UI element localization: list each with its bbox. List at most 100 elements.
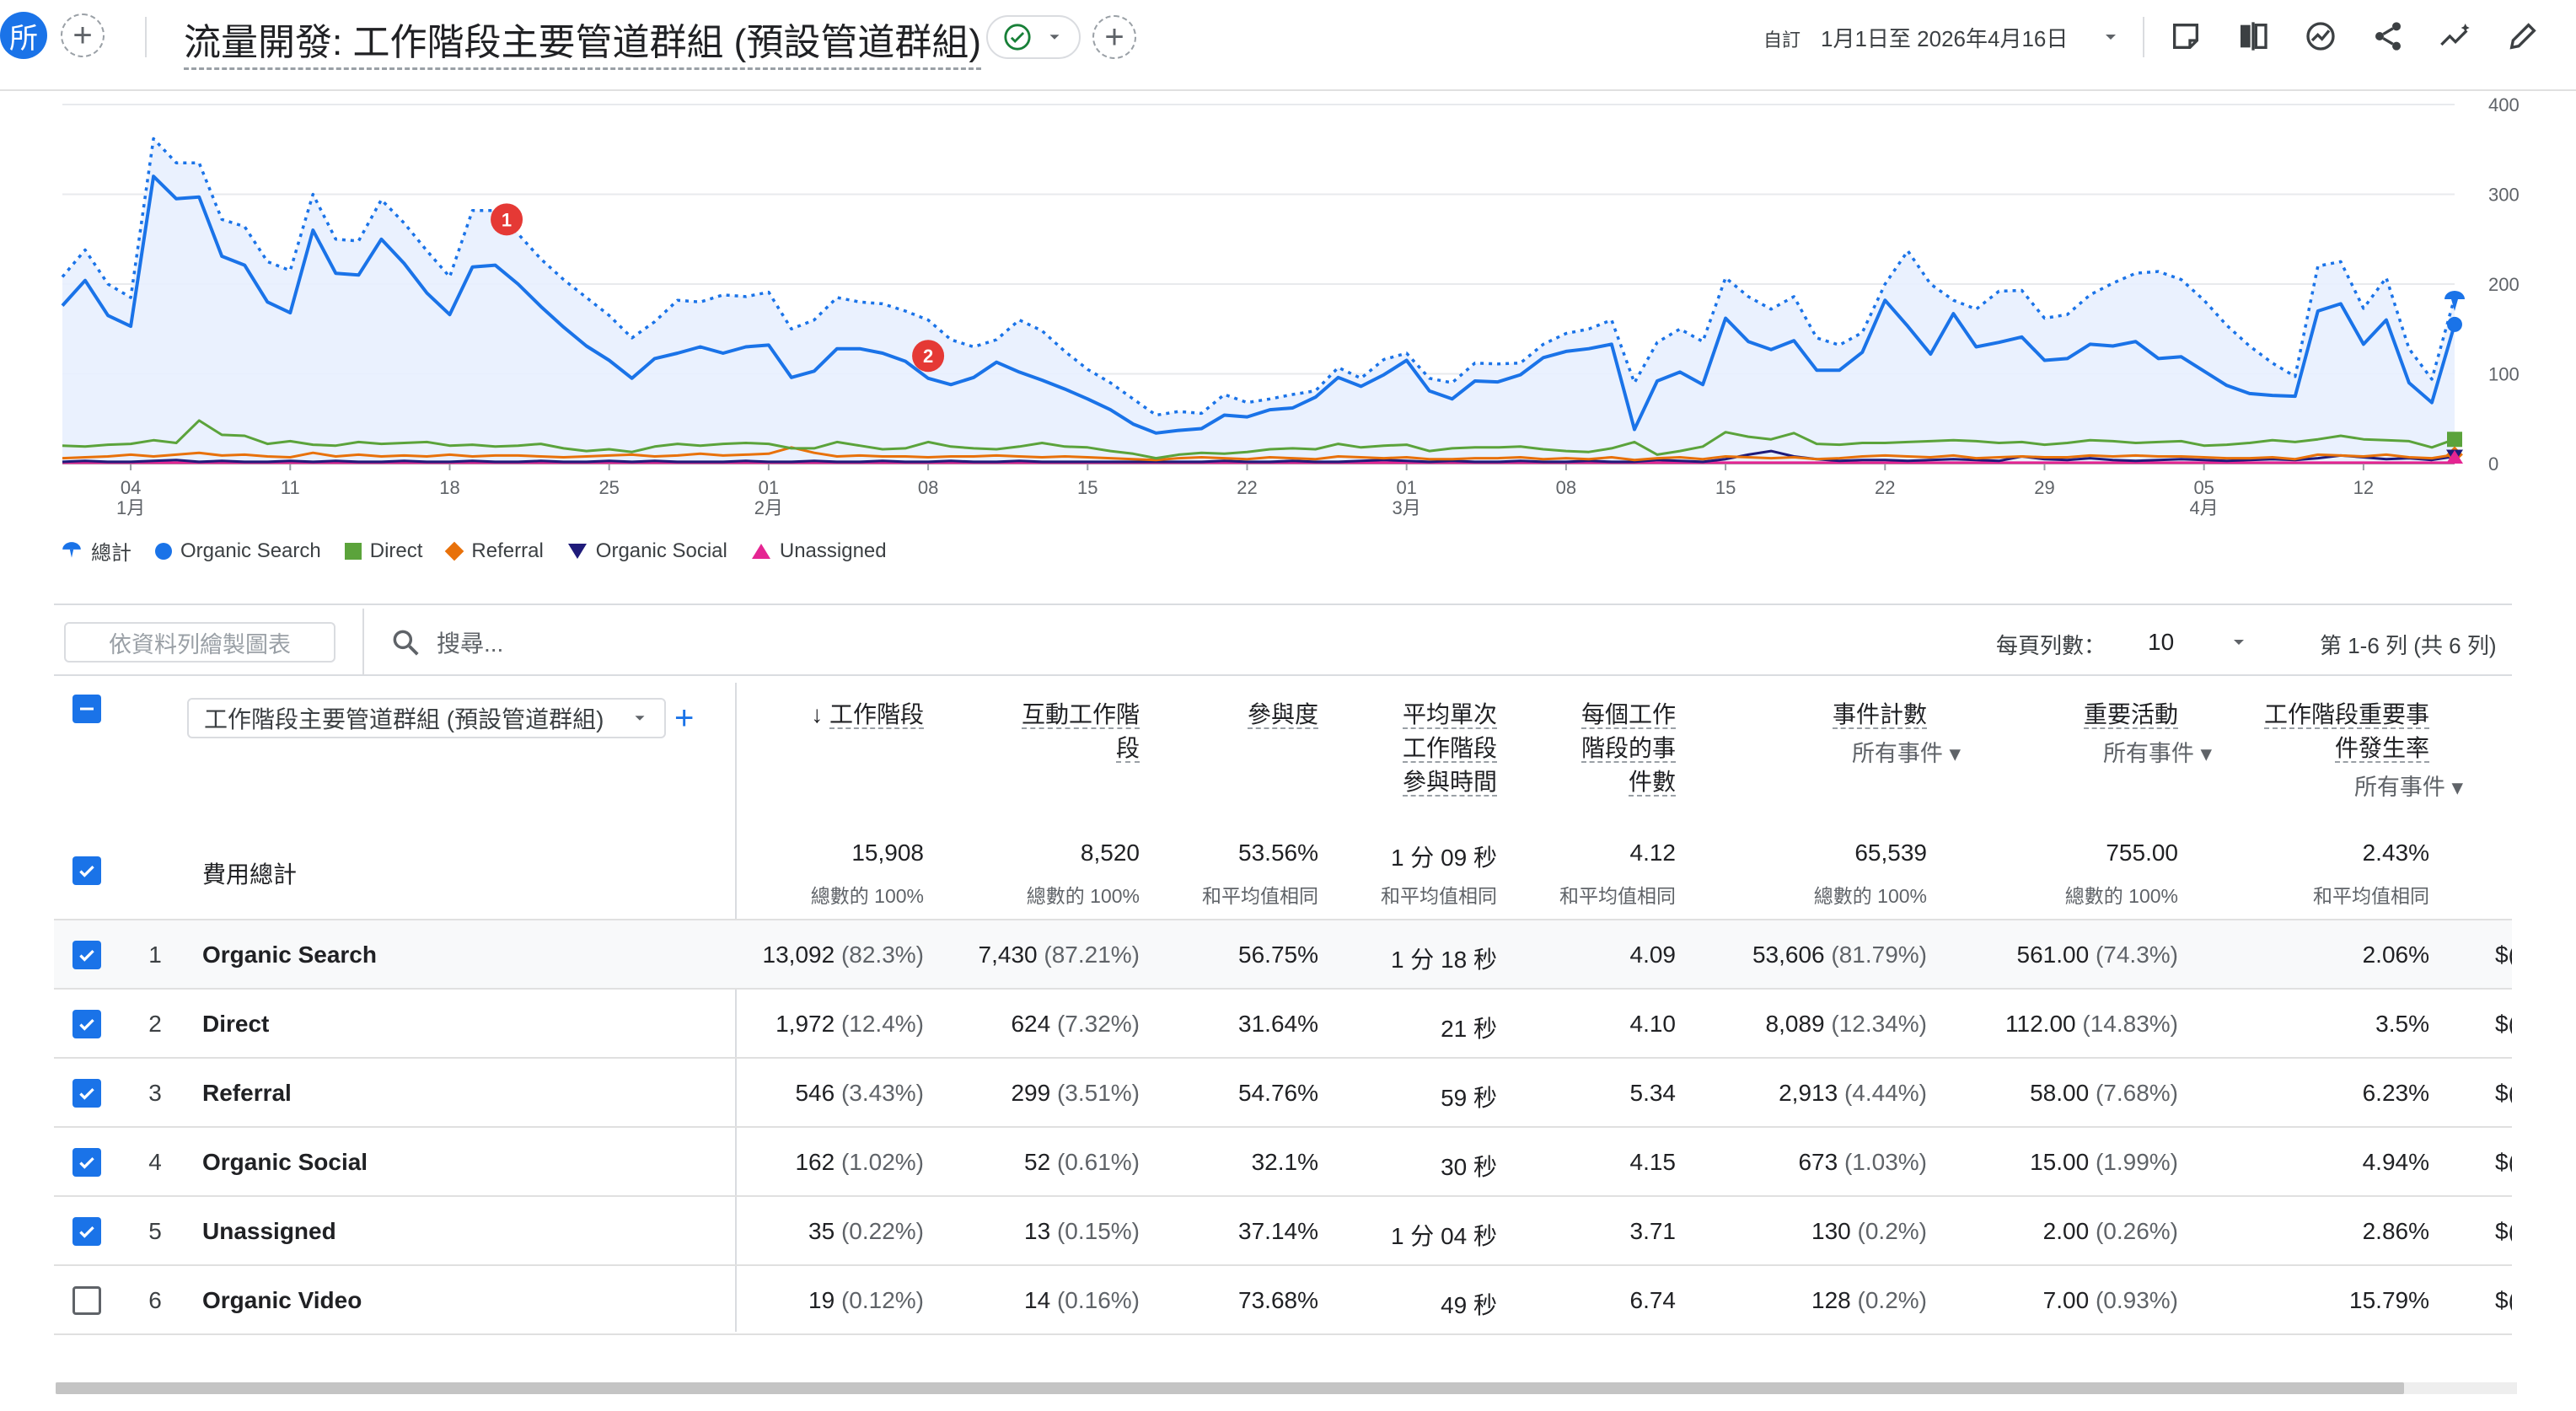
compare-button[interactable]	[2232, 15, 2274, 57]
row-checkbox[interactable]	[72, 1010, 101, 1038]
truncated-cell: $(	[2495, 1287, 2512, 1313]
checkmark-icon	[79, 949, 94, 962]
property-avatar[interactable]: 所	[0, 12, 47, 59]
table-cell: 1 分 04 秒	[1391, 1218, 1497, 1252]
table-row[interactable]	[54, 920, 2512, 990]
channel-name[interactable]: Organic Video	[202, 1287, 362, 1313]
cell-percent: (3.51%)	[1050, 1080, 1140, 1106]
date-range[interactable]: 1月1日至 2026年4月16日	[1821, 26, 2069, 51]
legend-item-organic-social[interactable]: Organic Social	[567, 539, 727, 563]
series-organic-social-line[interactable]	[62, 449, 2455, 464]
column-header[interactable]: 參與度	[1247, 698, 1318, 732]
annotation-marker[interactable]	[491, 203, 523, 236]
diamond-icon	[445, 541, 464, 561]
cell-value: 53,606	[1752, 942, 1825, 968]
column-header-label: 階段的事	[1580, 735, 1676, 763]
table-cell: 30 秒	[1441, 1149, 1497, 1183]
table-cell: 59 秒	[1441, 1080, 1497, 1113]
cell-value: 162	[795, 1149, 835, 1175]
row-divider	[54, 1333, 2512, 1335]
legend-item-direct[interactable]: Direct	[344, 539, 422, 563]
search-input[interactable]: 搜尋...	[437, 630, 504, 657]
column-header[interactable]: ↓ 工作階段	[811, 698, 924, 732]
column-header[interactable]: 每個工作 階段的事 件數	[1580, 698, 1676, 799]
legend-item-unassigned[interactable]: Unassigned	[751, 539, 887, 563]
cell-percent: (12.34%)	[1824, 1011, 1927, 1037]
annotation-marker[interactable]	[912, 340, 945, 373]
table-cell: 35 (0.22%)	[808, 1218, 924, 1245]
channel-name[interactable]: Organic Social	[202, 1149, 368, 1175]
row-checkbox[interactable]	[72, 1286, 101, 1315]
share-button[interactable]	[2367, 15, 2409, 57]
column-header-label: 工作階段重要事	[2263, 701, 2429, 729]
row-checkbox[interactable]	[72, 941, 101, 969]
table-cell: 2.86%	[2363, 1218, 2429, 1245]
edit-button[interactable]	[2502, 15, 2544, 57]
add-dimension-button[interactable]: +	[674, 698, 694, 738]
column-header[interactable]: 事件計數	[1832, 698, 1927, 732]
total-pin-icon	[62, 541, 81, 558]
column-header[interactable]: 平均單次 工作階段 參與時間	[1402, 698, 1497, 799]
event-filter-label: 所有事件	[2353, 775, 2445, 800]
chevron-down-icon	[635, 716, 645, 721]
table-cell: 162 (1.02%)	[795, 1149, 924, 1176]
total-row-checkbox[interactable]	[72, 856, 101, 885]
rows-per-page-select[interactable]: 10	[2148, 624, 2249, 661]
column-header[interactable]: 互動工作階段	[1021, 698, 1140, 765]
total-subtext: 總數的 100%	[1026, 885, 1140, 907]
event-filter-dropdown[interactable]: 所有事件 ▾	[2103, 735, 2212, 768]
trend-button[interactable]	[2434, 15, 2477, 57]
select-all-checkbox[interactable]	[72, 695, 101, 723]
x-tick-label: 01	[1396, 477, 1416, 498]
total-subtext: 和平均值相同	[1559, 885, 1676, 907]
row-divider	[54, 919, 2512, 920]
x-tick-label: 15	[1715, 477, 1736, 498]
row-checkbox[interactable]	[72, 1079, 101, 1108]
row-checkbox[interactable]	[72, 1148, 101, 1177]
pencil-icon	[2509, 23, 2536, 50]
customize-report-button[interactable]	[2165, 15, 2207, 57]
column-header[interactable]: 重要活動	[2083, 698, 2178, 732]
horizontal-scrollbar-thumb[interactable]	[56, 1382, 2404, 1394]
x-tick-label: 12	[2353, 477, 2374, 498]
divider	[2143, 17, 2144, 57]
x-tick-label: 08	[918, 477, 938, 498]
series-direct-line[interactable]	[62, 419, 2455, 460]
legend-item-total[interactable]: 總計	[61, 536, 131, 566]
row-checkbox[interactable]	[72, 1217, 101, 1246]
plot-rows-button[interactable]: 依資料列繪製圖表	[64, 622, 335, 663]
cell-percent: (74.3%)	[2089, 942, 2178, 968]
cell-value: 21 秒	[1441, 1016, 1497, 1042]
table-search[interactable]: 搜尋...	[389, 620, 503, 664]
add-comparison-button[interactable]: +	[61, 13, 105, 57]
dimension-select[interactable]: 工作階段主要管道群組 (預設管道群組)	[187, 698, 666, 738]
event-filter-dropdown[interactable]: 所有事件 ▾	[2354, 769, 2463, 802]
cell-value: 4.94%	[2362, 1149, 2429, 1175]
legend-item-organic-search[interactable]: Organic Search	[155, 539, 321, 563]
column-header-label: 每個工作	[1580, 701, 1676, 729]
cell-value: 1 分 18 秒	[1390, 947, 1497, 973]
page-title[interactable]: 流量開發: 工作階段主要管道群組 (預設管道群組)	[184, 12, 981, 70]
chevron-down-icon[interactable]	[2101, 27, 2121, 47]
channel-name[interactable]: Organic Search	[202, 942, 377, 968]
event-filter-dropdown[interactable]: 所有事件 ▾	[1852, 735, 1961, 768]
series-organic-search-line[interactable]	[61, 174, 2456, 435]
insights-button[interactable]	[2300, 15, 2342, 57]
row-divider	[54, 1057, 2512, 1059]
channel-name[interactable]: Referral	[202, 1080, 292, 1106]
channel-name[interactable]: Unassigned	[202, 1218, 336, 1244]
cell-value: 56.75%	[1238, 942, 1318, 968]
series-referral-line[interactable]	[62, 446, 2455, 462]
channel-name[interactable]: Direct	[202, 1011, 270, 1037]
add-filter-button[interactable]: +	[1092, 15, 1136, 59]
table-cell: 561.00 (74.3%)	[2017, 942, 2178, 968]
report-status-dropdown[interactable]	[986, 15, 1081, 59]
annotation-label[interactable]: 2	[923, 346, 933, 367]
annotation-label[interactable]: 1	[502, 209, 512, 230]
legend-item-referral[interactable]: Referral	[445, 539, 544, 563]
column-header[interactable]: 工作階段重要事 件發生率	[2263, 698, 2429, 765]
cell-value: 4.10	[1629, 1011, 1677, 1037]
minus-icon	[80, 707, 94, 711]
circle-icon	[155, 542, 172, 560]
